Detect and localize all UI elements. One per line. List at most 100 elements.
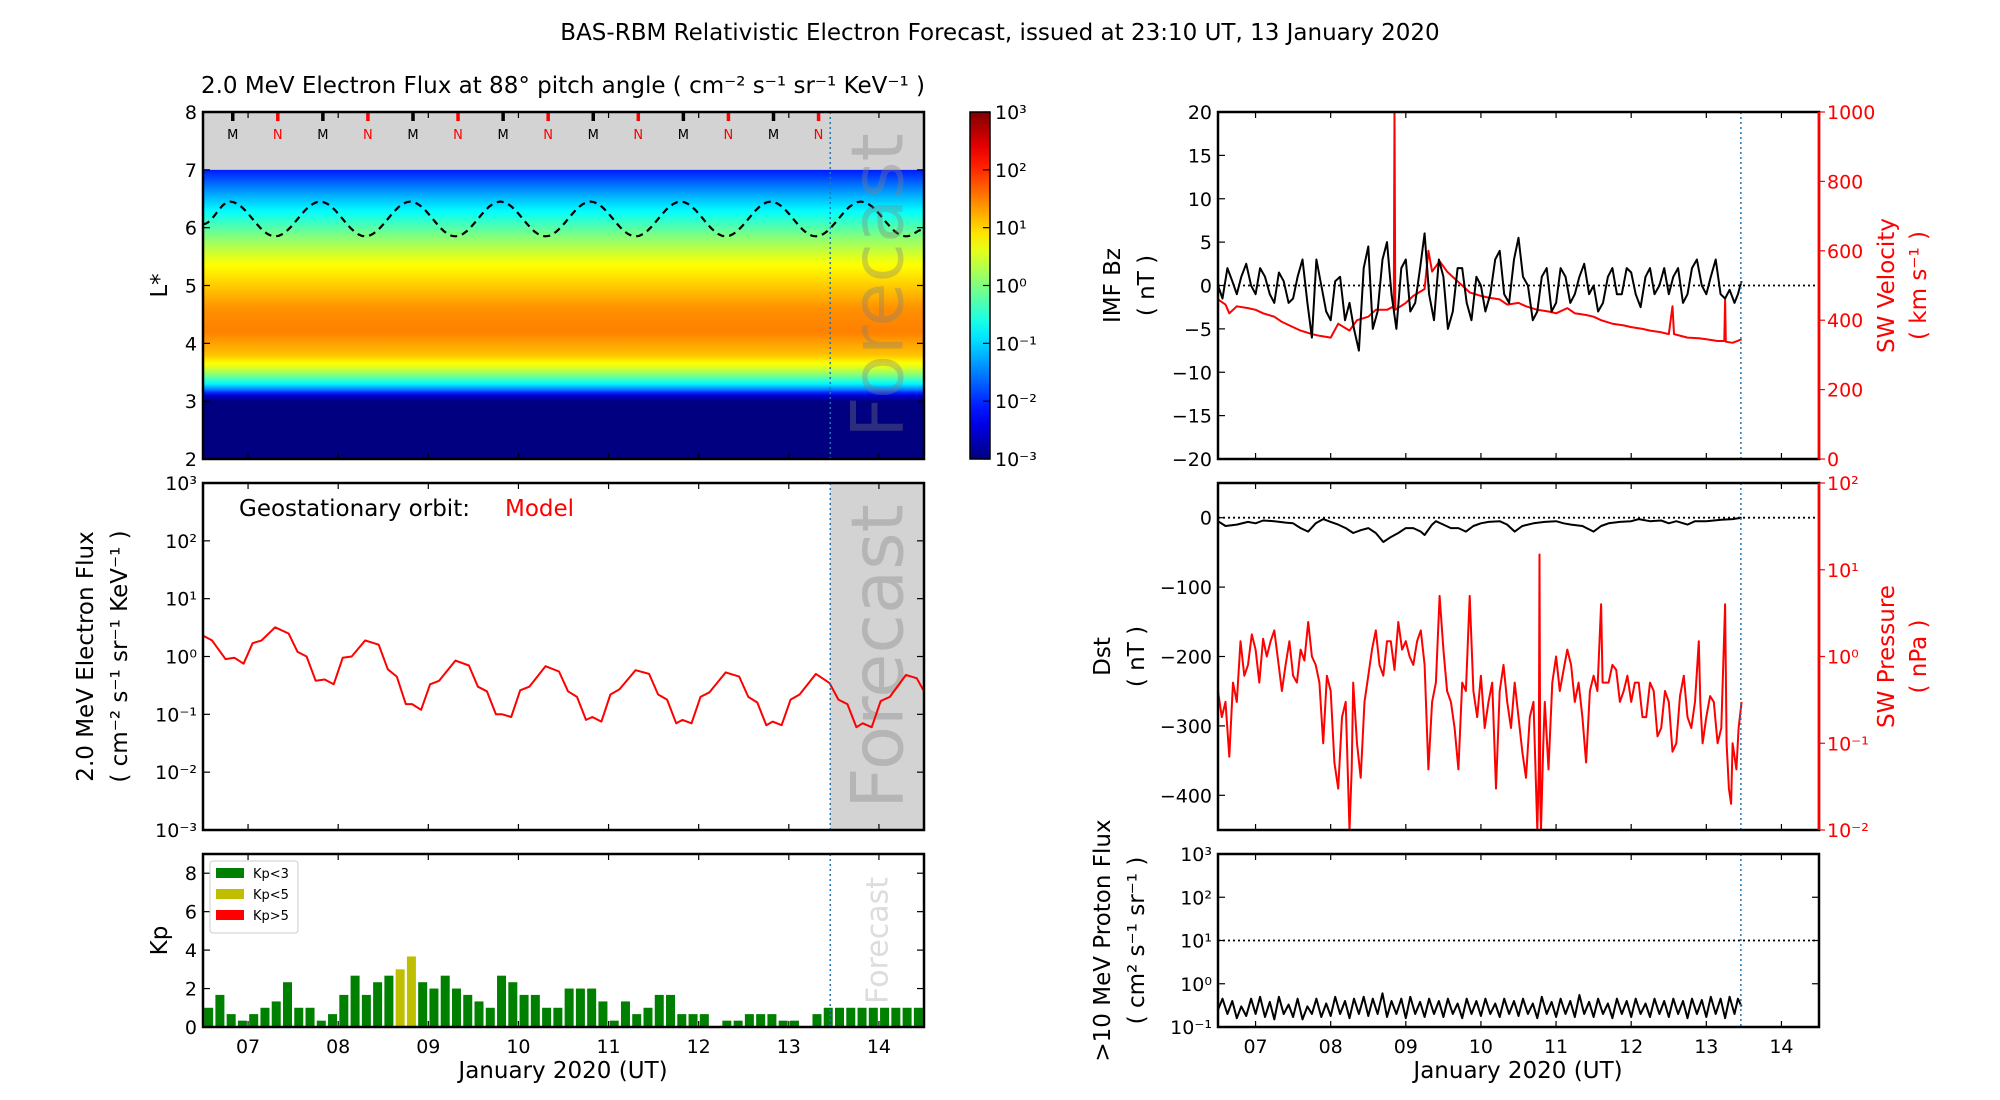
dst-series-line — [1218, 516, 1742, 543]
kp-bar — [632, 1014, 642, 1027]
heatmap-ytick-label: 5 — [185, 276, 197, 298]
kp-legend-label: Kp>5 — [253, 909, 289, 924]
kp-bar — [643, 1007, 653, 1027]
kp-bar — [350, 975, 360, 1027]
kp-bar — [812, 1014, 822, 1027]
geo-forecast-region — [830, 483, 924, 830]
imf-ytick-label: 10 — [1188, 189, 1212, 211]
heatmap-ytick-label: 6 — [185, 218, 197, 240]
kp-bar — [294, 1007, 304, 1027]
geo-ytick-label: 10¹ — [165, 589, 197, 611]
imf-right-ytick-label: 1000 — [1827, 102, 1875, 124]
kp-xtick-label: 11 — [596, 1036, 620, 1058]
kp-bar — [395, 969, 405, 1027]
proton-ytick-label: 10² — [1180, 887, 1212, 909]
proton-xtick-label: 11 — [1544, 1036, 1568, 1058]
dst-ylabel: Dst — [1090, 637, 1116, 676]
kp-bar — [440, 975, 450, 1027]
kp-bar — [733, 1020, 743, 1027]
kp-bar — [880, 1007, 890, 1027]
dst-right-ytick-label: 10⁻² — [1827, 820, 1869, 842]
kp-bar — [429, 988, 439, 1027]
heatmap-title: 2.0 MeV Electron Flux at 88° pitch angle… — [201, 73, 925, 99]
colorbar-tick-label: 10² — [995, 160, 1027, 182]
kp-bar — [654, 994, 664, 1027]
marker-label-M: M — [498, 128, 509, 143]
kp-bar — [474, 1001, 484, 1027]
imf-right-ytick-label: 0 — [1827, 449, 1839, 471]
kp-bar — [789, 1020, 799, 1027]
marker-label-N: N — [814, 128, 824, 143]
kp-xtick-label: 07 — [236, 1036, 260, 1058]
kp-bar — [260, 1007, 270, 1027]
geo-ytick-label: 10⁻² — [155, 762, 197, 784]
kp-frame — [201, 852, 926, 1029]
geo-forecast-watermark: Forecast — [835, 504, 919, 809]
kp-bar — [530, 994, 540, 1027]
figure-title: BAS-RBM Relativistic Electron Forecast, … — [560, 20, 1439, 46]
geo-ytick-label: 10² — [165, 531, 197, 553]
dst-right-series-line — [1218, 553, 1743, 830]
kp-bar — [823, 1007, 833, 1027]
dst-ytick-label: −100 — [1160, 577, 1212, 599]
proton-xtick-label: 08 — [1319, 1036, 1343, 1058]
kp-bar — [744, 1014, 754, 1027]
imf-ytick-label: 0 — [1200, 276, 1212, 298]
kp-bar — [835, 1007, 845, 1027]
kp-bar — [249, 1014, 259, 1027]
heatmap-ytick-label: 4 — [185, 333, 197, 355]
proton-ytick-label: 10⁰ — [1180, 974, 1212, 996]
kp-bar — [508, 982, 518, 1027]
marker-label-N: N — [724, 128, 734, 143]
imf-ytick-label: 15 — [1188, 145, 1212, 167]
kp-bar — [282, 982, 292, 1027]
kp-legend-label: Kp<3 — [253, 867, 289, 882]
xlabel-left: January 2020 (UT) — [456, 1058, 667, 1084]
marker-label-M: M — [768, 128, 779, 143]
kp-bar — [767, 1014, 777, 1027]
kp-xtick-label: 10 — [506, 1036, 530, 1058]
imf-ylabel: ( nT ) — [1134, 255, 1160, 316]
dst-ytick-label: −300 — [1160, 716, 1212, 738]
imf-series-line — [1218, 232, 1743, 352]
geo-annotation-model: Model — [505, 496, 574, 522]
kp-bar — [316, 1020, 326, 1027]
kp-bar — [722, 1020, 732, 1027]
imf-right-ytick-label: 800 — [1827, 171, 1863, 193]
dst-right-ytick-label: 10² — [1827, 473, 1859, 495]
kp-bar — [451, 988, 461, 1027]
heatmap-ytick-label: 8 — [185, 102, 197, 124]
kp-ylabel: Kp — [147, 926, 173, 956]
heatmap-ytick-label: 3 — [185, 391, 197, 413]
kp-bar — [339, 994, 349, 1027]
kp-bar — [688, 1014, 698, 1027]
kp-bar — [913, 1007, 923, 1027]
dst-ytick-label: 0 — [1200, 508, 1212, 530]
colorbar-tick-label: 10¹ — [995, 218, 1027, 240]
imf-ytick-label: 5 — [1200, 232, 1212, 254]
dst-right-ytick-label: 10⁰ — [1827, 647, 1859, 669]
marker-label-M: M — [227, 128, 238, 143]
marker-label-N: N — [363, 128, 373, 143]
kp-bar — [553, 1007, 563, 1027]
imf-ytick-label: 20 — [1188, 102, 1212, 124]
kp-bar — [406, 956, 416, 1027]
imf-right-series-line — [1218, 112, 1742, 344]
kp-ytick-label: 6 — [185, 902, 197, 924]
marker-label-N: N — [453, 128, 463, 143]
kp-bar — [373, 982, 383, 1027]
heatmap-ytick-label: 2 — [185, 449, 197, 471]
imf-ytick-label: −5 — [1184, 319, 1212, 341]
proton-series-line — [1218, 992, 1743, 1021]
proton-ylabel: ( cm² s⁻¹ sr⁻¹ ) — [1124, 857, 1150, 1025]
colorbar-tick-label: 10⁻¹ — [995, 333, 1037, 355]
marker-label-M: M — [678, 128, 689, 143]
kp-bar — [699, 1014, 709, 1027]
proton-xtick-label: 14 — [1769, 1036, 1793, 1058]
kp-bar — [237, 1020, 247, 1027]
kp-xtick-label: 14 — [867, 1036, 891, 1058]
imf-right-ytick-label: 400 — [1827, 310, 1863, 332]
kp-bar — [226, 1014, 236, 1027]
kp-legend-swatch — [216, 910, 244, 920]
